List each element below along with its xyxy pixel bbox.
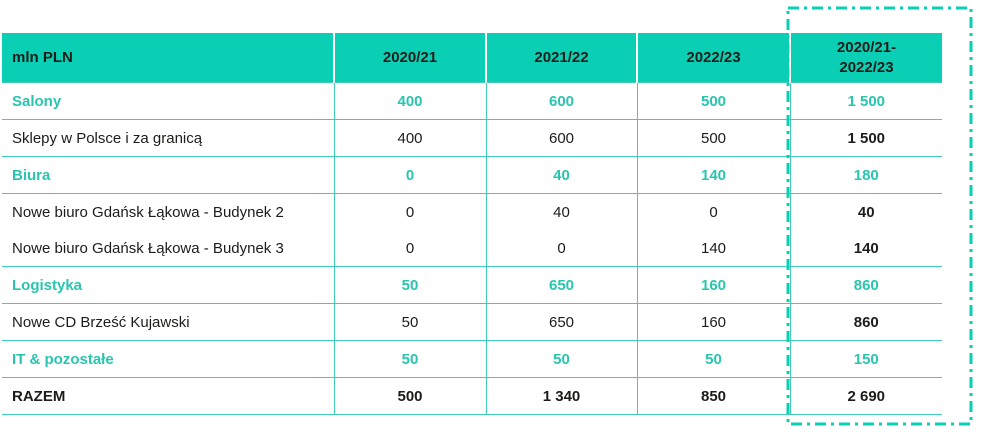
row-label: Biura bbox=[12, 166, 51, 184]
row-value: 2 690 bbox=[789, 377, 942, 415]
table-row: Salony 400 600 500 1 500 bbox=[2, 82, 942, 120]
row-value: 150 bbox=[789, 340, 942, 378]
row-value: 140 bbox=[789, 230, 942, 267]
row-value: 0 bbox=[333, 156, 486, 194]
row-value: 500 bbox=[636, 119, 790, 157]
row-value: 50 bbox=[636, 340, 790, 378]
row-value: 180 bbox=[789, 156, 942, 194]
row-value: 1 340 bbox=[485, 377, 637, 415]
row-value: 160 bbox=[636, 303, 790, 341]
row-label: Nowe biuro Gdańsk Łąkowa - Budynek 3 bbox=[12, 239, 284, 257]
row-value: 400 bbox=[333, 82, 486, 120]
row-value: 0 bbox=[333, 230, 486, 267]
row-value: 50 bbox=[333, 340, 486, 378]
row-value: 40 bbox=[485, 193, 637, 230]
row-value: 860 bbox=[789, 303, 942, 341]
row-value: 40 bbox=[485, 156, 637, 194]
row-value: 860 bbox=[789, 266, 942, 304]
row-value: 50 bbox=[485, 340, 637, 378]
table-row: Nowe biuro Gdańsk Łąkowa - Budynek 2 0 40 0… bbox=[2, 193, 942, 230]
table-body: Salony 400 600 500 1 500 Sklepy w Polsce i za… bbox=[2, 82, 942, 415]
row-value: 140 bbox=[636, 230, 790, 267]
row-value: 1 500 bbox=[789, 82, 942, 120]
table-row: RAZEM 500 1 340 850 2 690 bbox=[2, 377, 942, 415]
row-value: 650 bbox=[485, 303, 637, 341]
row-value: 850 bbox=[636, 377, 790, 415]
row-label: Nowe CD Brześć Kujawski bbox=[12, 313, 190, 331]
row-label: RAZEM bbox=[12, 387, 66, 405]
table-row: Logistyka 50 650 160 860 bbox=[2, 266, 942, 304]
row-value: 50 bbox=[333, 303, 486, 341]
year-header-cell-total: 2020/21- 2022/23 bbox=[789, 33, 942, 83]
row-value: 500 bbox=[333, 377, 486, 415]
row-label: Salony bbox=[12, 92, 62, 110]
row-value: 0 bbox=[636, 193, 790, 230]
row-value: 50 bbox=[333, 266, 486, 304]
row-value: 1 500 bbox=[789, 119, 942, 157]
row-value: 600 bbox=[485, 82, 637, 120]
table-row: Sklepy w Polsce i za granicą 400 600 500 1 5… bbox=[2, 119, 942, 157]
row-value: 500 bbox=[636, 82, 790, 120]
row-label: Nowe biuro Gdańsk Łąkowa - Budynek 2 bbox=[12, 203, 284, 221]
table-row: Nowe CD Brześć Kujawski 50 650 160 860 bbox=[2, 303, 942, 341]
unit-header-cell: mln PLN bbox=[2, 33, 334, 83]
row-value: 40 bbox=[789, 193, 942, 230]
row-value: 160 bbox=[636, 266, 790, 304]
row-label: Logistyka bbox=[12, 276, 83, 294]
year-header-cell-2021-22: 2021/22 bbox=[485, 33, 637, 83]
row-value: 140 bbox=[636, 156, 790, 194]
capex-table: mln PLN 2020/21 2021/22 2022/23 2020/21-… bbox=[2, 33, 942, 415]
table-header-row: mln PLN 2020/21 2021/22 2022/23 2020/21-… bbox=[2, 33, 942, 83]
table-row: Nowe biuro Gdańsk Łąkowa - Budynek 3 0 0 14… bbox=[2, 230, 942, 267]
year-header-cell-2020-21: 2020/21 bbox=[333, 33, 486, 83]
row-label: IT & pozostałe bbox=[12, 350, 114, 368]
table-row: IT & pozostałe 50 50 50 150 bbox=[2, 340, 942, 378]
row-value: 0 bbox=[333, 193, 486, 230]
row-value: 600 bbox=[485, 119, 637, 157]
row-value: 650 bbox=[485, 266, 637, 304]
table-row: Biura 0 40 140 180 bbox=[2, 156, 942, 194]
row-value: 0 bbox=[485, 230, 637, 267]
row-value: 400 bbox=[333, 119, 486, 157]
row-label: Sklepy w Polsce i za granicą bbox=[12, 129, 203, 147]
year-header-cell-2022-23: 2022/23 bbox=[636, 33, 790, 83]
